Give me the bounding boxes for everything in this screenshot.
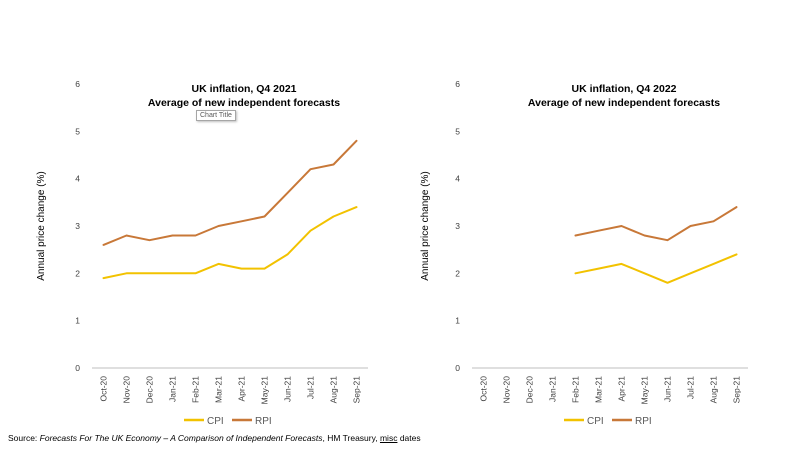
source-note: Source: Forecasts For The UK Economy – A… (8, 433, 421, 443)
chart1-subtitle: Average of new independent forecasts (148, 97, 340, 109)
source-title: Forecasts For The UK Economy – A Compari… (39, 433, 323, 443)
chart1-x-tick-label: Jan-21 (168, 376, 178, 402)
chart1-x-tick-label: Nov-20 (122, 376, 132, 404)
chart1-y-tick-label: 6 (75, 79, 80, 89)
chart2-y-tick-label: 1 (455, 316, 460, 326)
chart2-subtitle: Average of new independent forecasts (528, 97, 720, 109)
chart1-y-tick-label: 0 (75, 363, 80, 373)
chart2-x-tick-label: Nov-20 (502, 376, 512, 404)
chart1-series-line-cpi (102, 206, 358, 280)
chart2-x-tick-label: Jan-21 (548, 376, 558, 402)
chart1-y-tick-label: 5 (75, 126, 80, 136)
source-middle: , HM Treasury, (322, 433, 380, 443)
chart2-x-tick-label: Mar-21 (594, 376, 604, 403)
chart2-x-tick-label: Oct-20 (479, 376, 489, 402)
chart2-series-line-cpi (574, 253, 738, 284)
chart-title-tooltip: Chart Title (196, 110, 236, 121)
chart1-x-tick-label: Feb-21 (191, 376, 201, 403)
chart1-y-tick-label: 3 (75, 221, 80, 231)
chart2-y-tick-label: 4 (455, 174, 460, 184)
chart2-x-tick-label: Dec-20 (525, 376, 535, 404)
chart2-y-tick-label: 3 (455, 221, 460, 231)
chart1-x-tick-label: Sep-21 (352, 376, 362, 404)
chart1-legend-label-rpi: RPI (255, 416, 272, 427)
chart1-x-tick-label: Apr-21 (237, 376, 247, 402)
chart1-y-tick-label: 1 (75, 316, 80, 326)
chart2-x-tick-label: Jul-21 (686, 376, 696, 399)
chart2-y-tick-label: 6 (455, 79, 460, 89)
chart2-x-tick-label: Feb-21 (571, 376, 581, 403)
chart2-series-line-rpi (574, 206, 738, 242)
chart2-x-tick-label: Apr-21 (617, 376, 627, 402)
chart2-y-tick-label: 5 (455, 126, 460, 136)
chart1-y-axis-label: Annual price change (%) (36, 171, 47, 281)
chart1-x-tick-label: Jun-21 (283, 376, 293, 402)
chart2-y-axis-label: Annual price change (%) (420, 171, 431, 281)
chart1-x-tick-label: Aug-21 (329, 376, 339, 404)
chart2-x-tick-label: Aug-21 (709, 376, 719, 404)
chart2-legend-label-cpi: CPI (587, 416, 604, 427)
chart2-x-tick-label: Sep-21 (732, 376, 742, 404)
chart2-x-tick-label: May-21 (640, 376, 650, 405)
chart2-legend-label-rpi: RPI (635, 416, 652, 427)
source-suffix: dates (397, 433, 421, 443)
chart1-legend-label-cpi: CPI (207, 416, 224, 427)
chart2-y-tick-label: 0 (455, 363, 460, 373)
chart2-title: UK inflation, Q4 2022 (571, 83, 676, 95)
chart1-x-tick-label: Dec-20 (145, 376, 155, 404)
chart1-series-line-rpi (102, 139, 358, 246)
chart1-title: UK inflation, Q4 2021 (191, 83, 296, 95)
chart1-x-tick-label: Oct-20 (99, 376, 109, 402)
chart1-x-tick-label: Mar-21 (214, 376, 224, 403)
chart1-x-tick-label: Jul-21 (306, 376, 316, 399)
chart2-x-tick-label: Jun-21 (663, 376, 673, 402)
chart1-x-tick-label: May-21 (260, 376, 270, 405)
chart2-y-tick-label: 2 (455, 268, 460, 278)
chart1-y-tick-label: 2 (75, 268, 80, 278)
source-prefix: Source: (8, 433, 40, 443)
source-misc: misc (379, 433, 398, 443)
chart1-y-tick-label: 4 (75, 174, 80, 184)
